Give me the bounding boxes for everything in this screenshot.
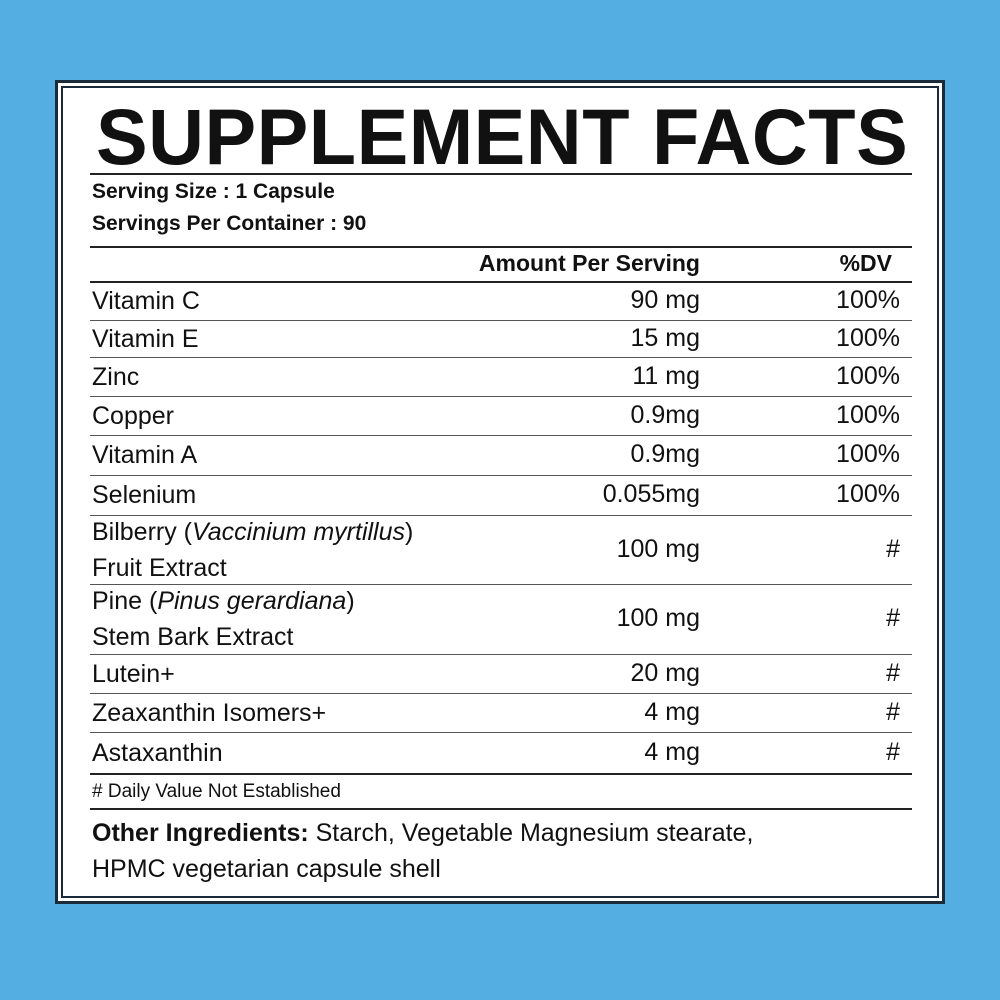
table-row: Copper 0.9mg 100% xyxy=(90,396,912,435)
ingredient-amount: 100 mg xyxy=(616,604,700,632)
table-row: Vitamin C 90 mg 100% xyxy=(90,282,912,320)
serving-size: Serving Size : 1 Capsule xyxy=(92,180,335,203)
row-divider xyxy=(90,732,912,733)
table-row: Vitamin A 0.9mg 100% xyxy=(90,435,912,475)
ingredient-dv: 100% xyxy=(836,286,900,314)
latin-name: Vaccinium myrtillus xyxy=(192,518,406,546)
ingredient-name: Copper xyxy=(92,401,174,430)
ingredient-name: Pine (Pinus gerardiana) Stem Bark Extract xyxy=(92,583,355,655)
table-row: Lutein+ 20 mg # xyxy=(90,654,912,693)
ingredient-amount: 11 mg xyxy=(632,361,700,390)
divider xyxy=(90,173,912,175)
table-row: Pine (Pinus gerardiana) Stem Bark Extract… xyxy=(90,584,912,654)
row-divider xyxy=(90,475,912,476)
ingredient-name: Lutein+ xyxy=(92,659,175,688)
ingredient-amount: 0.9mg xyxy=(630,440,700,468)
row-divider xyxy=(90,435,912,436)
ingredient-amount: 0.055mg xyxy=(602,480,700,508)
other-ingredients-label: Other Ingredients: xyxy=(92,819,309,847)
row-divider xyxy=(90,515,912,516)
label-title: SUPPLEMENT FACTS xyxy=(96,92,909,181)
ingredient-dv: 100% xyxy=(836,400,900,429)
ingredient-name: Zinc xyxy=(92,362,140,391)
ingredient-amount: 0.9mg xyxy=(630,400,700,429)
ingredient-dv: 100% xyxy=(836,323,900,352)
table-row: Selenium 0.055mg 100% xyxy=(90,475,912,515)
name-part: Bilberry ( xyxy=(92,518,193,546)
row-divider xyxy=(90,654,912,655)
ingredient-dv: 100% xyxy=(836,361,900,390)
divider xyxy=(90,281,912,283)
divider xyxy=(90,808,912,810)
dv-header: %DV xyxy=(839,250,892,276)
ingredient-amount: 4 mg xyxy=(644,697,700,726)
other-ingredients-text: Starch, Vegetable Magnesium stearate, HP… xyxy=(92,819,754,883)
table-row: Zinc 11 mg 100% xyxy=(90,357,912,396)
row-divider xyxy=(90,357,912,358)
footnote: # Daily Value Not Established xyxy=(92,781,341,802)
amount-header: Amount Per Serving xyxy=(478,250,700,276)
table-row: Bilberry (Vaccinium myrtillus) Fruit Extr… xyxy=(90,515,912,584)
ingredient-dv: # xyxy=(886,737,900,766)
row-divider xyxy=(90,320,912,321)
ingredient-name: Bilberry (Vaccinium myrtillus) Fruit Extr… xyxy=(92,514,413,586)
name-part: ) xyxy=(346,587,355,615)
other-ingredients: Other Ingredients: Starch, Vegetable Mag… xyxy=(92,815,812,887)
panel-inner-border xyxy=(61,86,939,898)
ingredient-name: Vitamin E xyxy=(92,324,199,353)
servings-per-container: Servings Per Container : 90 xyxy=(92,212,367,235)
ingredient-dv: 100% xyxy=(836,480,900,508)
ingredient-amount: 20 mg xyxy=(630,658,700,687)
row-divider xyxy=(90,396,912,397)
latin-name: Pinus gerardiana xyxy=(157,587,347,615)
name-part: ) xyxy=(405,518,414,546)
ingredient-amount: 90 mg xyxy=(630,286,700,314)
row-divider xyxy=(90,584,912,585)
name-part: Pine ( xyxy=(92,587,158,615)
ingredient-dv: # xyxy=(886,604,900,632)
name-line2: Fruit Extract xyxy=(92,554,227,582)
row-divider xyxy=(90,693,912,694)
ingredient-name: Selenium xyxy=(92,481,197,509)
ingredient-name: Astaxanthin xyxy=(92,738,223,767)
ingredient-name: Vitamin C xyxy=(92,287,200,315)
table-row: Zeaxanthin Isomers+ 4 mg # xyxy=(90,693,912,732)
table-row: Astaxanthin 4 mg # xyxy=(90,732,912,773)
ingredient-dv: # xyxy=(886,697,900,726)
divider xyxy=(90,246,912,248)
divider xyxy=(90,773,912,775)
supplement-facts-panel xyxy=(55,80,945,904)
ingredient-dv: 100% xyxy=(836,440,900,468)
ingredient-dv: # xyxy=(886,658,900,687)
ingredient-amount: 100 mg xyxy=(616,534,700,563)
name-line2: Stem Bark Extract xyxy=(92,623,294,651)
ingredient-amount: 4 mg xyxy=(644,737,700,766)
ingredient-dv: # xyxy=(886,534,900,563)
table-row: Vitamin E 15 mg 100% xyxy=(90,320,912,357)
ingredient-name: Zeaxanthin Isomers+ xyxy=(92,698,327,727)
ingredient-amount: 15 mg xyxy=(630,323,700,352)
ingredient-name: Vitamin A xyxy=(92,441,198,469)
